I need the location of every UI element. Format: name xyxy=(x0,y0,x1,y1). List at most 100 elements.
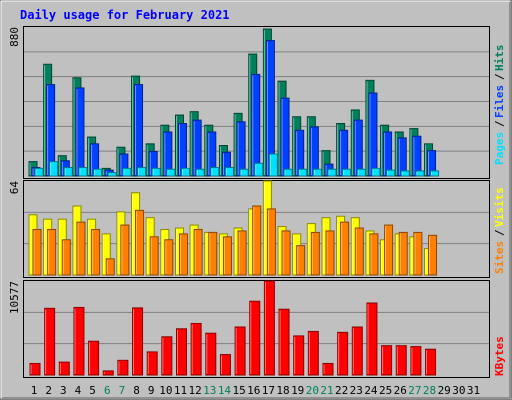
x-label-day-1: 1 xyxy=(31,384,38,397)
sites-bar-22 xyxy=(340,221,350,276)
kbytes-bar-2 xyxy=(44,307,56,376)
sites-bar-14 xyxy=(222,236,232,276)
kbytes-bar-12 xyxy=(190,322,202,376)
pages-bar-20 xyxy=(312,168,322,177)
pages-bar-7 xyxy=(122,167,132,177)
files-bar-18 xyxy=(280,97,290,177)
pages-bar-15 xyxy=(239,168,249,177)
pages-bar-10 xyxy=(166,168,176,177)
kbytes-bar-9 xyxy=(146,351,158,376)
kbytes-bar-18 xyxy=(278,308,290,376)
x-label-day-2: 2 xyxy=(45,384,52,397)
sites-bar-17 xyxy=(266,208,276,276)
x-label-day-7: 7 xyxy=(119,384,126,397)
legend-hits: Hits xyxy=(493,45,506,72)
pages-bar-24 xyxy=(371,167,381,177)
kbytes-bar-20 xyxy=(307,330,319,376)
pages-bar-6 xyxy=(107,172,117,177)
pages-bar-2 xyxy=(49,161,59,177)
kbytes-bar-22 xyxy=(337,331,349,376)
sites-bar-2 xyxy=(47,228,57,276)
sites-bar-5 xyxy=(91,228,101,276)
x-label-day-11: 11 xyxy=(174,384,187,397)
pages-bar-27 xyxy=(415,170,425,177)
pages-bar-23 xyxy=(356,168,366,177)
files-bar-15 xyxy=(236,121,246,177)
pages-bar-28 xyxy=(430,170,440,177)
x-label-day-4: 4 xyxy=(75,384,82,397)
pages-bar-12 xyxy=(195,168,205,177)
pages-bar-9 xyxy=(151,167,161,177)
sites-bar-24 xyxy=(369,233,379,276)
kbytes-bar-19 xyxy=(293,335,305,376)
pages-bar-21 xyxy=(327,168,337,177)
legend-pages: Pages xyxy=(493,132,506,165)
x-label-day-24: 24 xyxy=(364,384,378,397)
sites-bar-23 xyxy=(354,227,364,276)
kbytes-bar-1 xyxy=(29,362,41,376)
kbytes-bar-5 xyxy=(88,340,100,376)
x-label-day-25: 25 xyxy=(379,384,392,397)
x-label-day-10: 10 xyxy=(159,384,172,397)
pages-bar-22 xyxy=(342,168,352,177)
x-label-day-6: 6 xyxy=(104,384,111,397)
pages-bar-13 xyxy=(210,167,220,177)
files-bar-4 xyxy=(75,87,85,177)
x-label-day-5: 5 xyxy=(89,384,96,397)
x-label-day-22: 22 xyxy=(335,384,348,397)
sites-bar-10 xyxy=(164,239,174,276)
x-label-day-29: 29 xyxy=(438,384,451,397)
kbytes-bar-25 xyxy=(381,345,393,376)
kbytes-bar-27 xyxy=(410,346,422,376)
x-label-day-28: 28 xyxy=(423,384,436,397)
legend-separator: / xyxy=(493,229,506,236)
kbytes-bar-16 xyxy=(249,300,261,376)
kbytes-bar-23 xyxy=(351,326,363,376)
kbytes-bar-11 xyxy=(176,328,187,376)
sites-bar-18 xyxy=(281,230,291,276)
x-label-day-12: 12 xyxy=(189,384,202,397)
sites-bar-27 xyxy=(413,231,423,276)
kbytes-bar-17 xyxy=(263,280,275,376)
pages-bar-16 xyxy=(254,162,264,177)
sites-bar-13 xyxy=(208,231,218,276)
x-label-day-3: 3 xyxy=(60,384,67,397)
sites-bar-6 xyxy=(105,258,115,276)
files-bar-27 xyxy=(412,135,422,177)
sites-bar-26 xyxy=(398,231,408,276)
pages-bar-14 xyxy=(224,167,234,177)
x-label-day-8: 8 xyxy=(133,384,140,397)
sites-bar-9 xyxy=(149,236,159,276)
x-label-day-26: 26 xyxy=(394,384,407,397)
bars-layer xyxy=(28,28,440,376)
legend-visits: Visits xyxy=(493,187,506,227)
sites-bar-15 xyxy=(237,230,247,276)
kbytes-bar-21 xyxy=(322,362,334,376)
kbytes-bar-10 xyxy=(161,336,173,376)
kbytes-bar-26 xyxy=(395,345,407,376)
x-label-day-16: 16 xyxy=(247,384,260,397)
x-label-day-19: 19 xyxy=(291,384,304,397)
sites-bar-20 xyxy=(310,231,320,276)
kbytes-bar-4 xyxy=(73,306,85,376)
kbytes-bar-14 xyxy=(219,354,231,376)
y-max-label: 10577 xyxy=(8,281,21,314)
sites-bar-8 xyxy=(135,209,145,276)
kbytes-bar-3 xyxy=(58,361,70,376)
pages-bar-26 xyxy=(400,170,410,177)
pages-bar-8 xyxy=(137,167,147,177)
x-label-day-30: 30 xyxy=(452,384,465,397)
kbytes-bar-6 xyxy=(102,370,114,376)
files-bar-26 xyxy=(397,137,407,177)
files-bar-23 xyxy=(353,119,363,177)
x-axis-labels: 1 2 3 4 5 6 7 8 9 10 11 12 13 14 15 16 17 18 19 20 21 22 23 24 2… xyxy=(31,384,480,397)
kbytes-bar-13 xyxy=(205,332,217,376)
x-label-day-23: 23 xyxy=(350,384,363,397)
x-label-day-20: 20 xyxy=(306,384,319,397)
chart-title: Daily usage for February 2021 xyxy=(20,8,230,22)
files-bar-8 xyxy=(134,84,144,177)
x-label-day-27: 27 xyxy=(408,384,421,397)
pages-bar-19 xyxy=(298,168,308,177)
